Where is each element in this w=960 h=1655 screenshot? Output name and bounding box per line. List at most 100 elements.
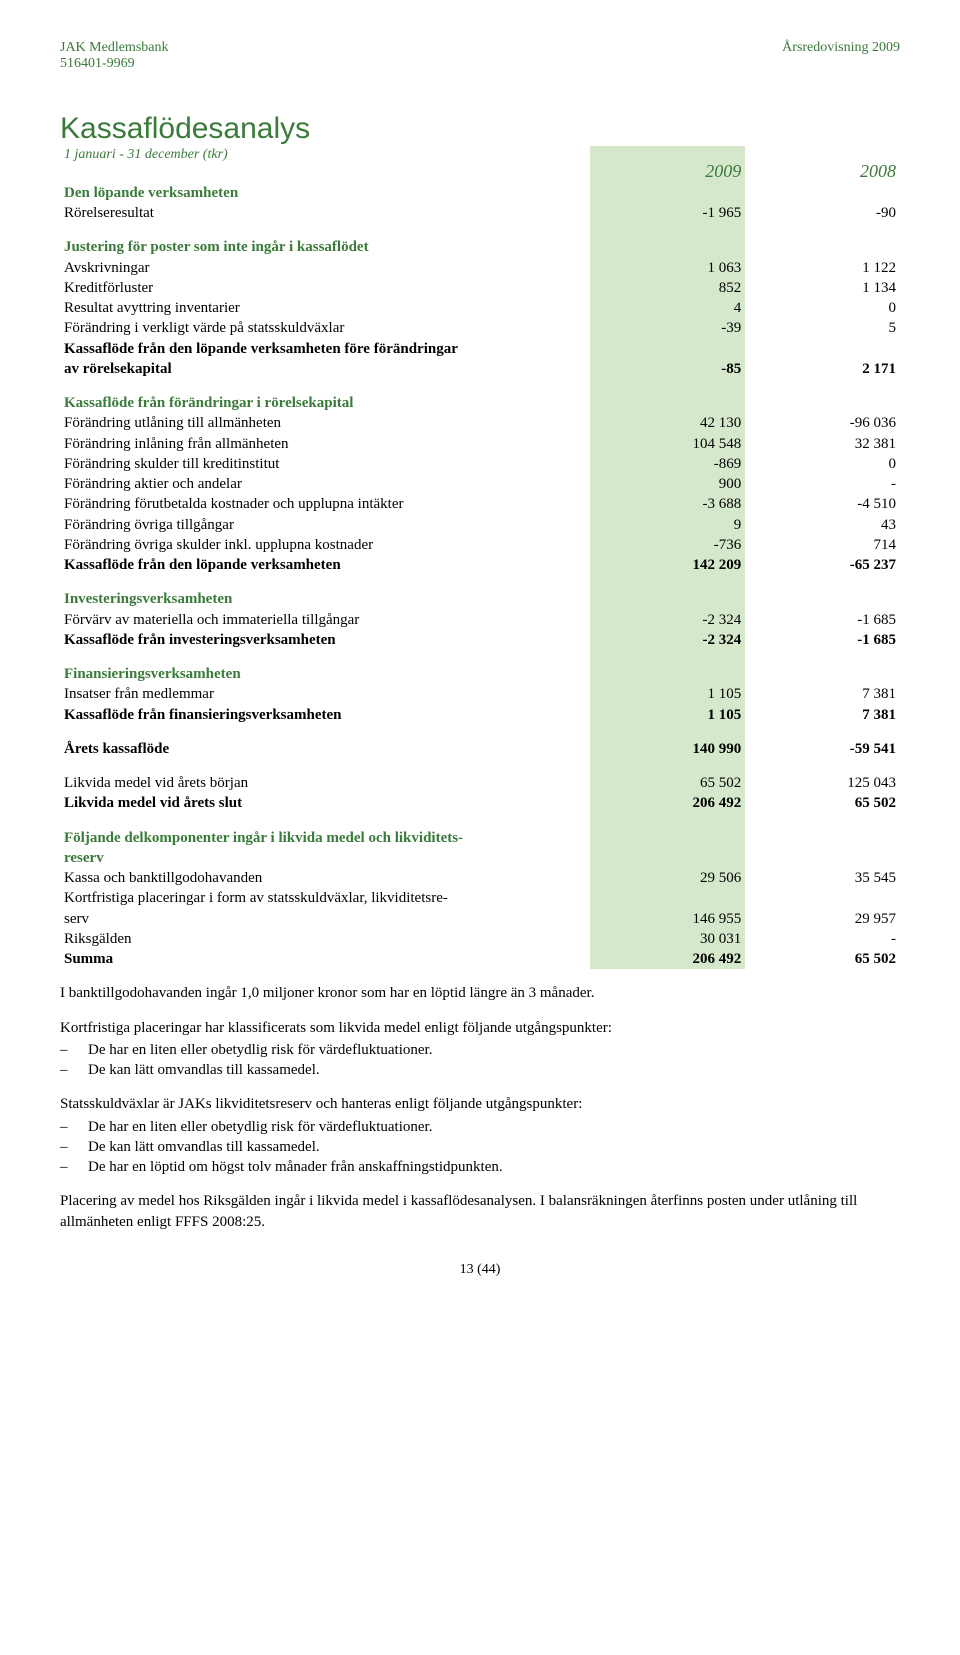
row-value: -3 688 — [590, 494, 745, 514]
cashflow-table: 1 januari - 31 december (tkr) 2009 2008 … — [60, 146, 900, 969]
list-item: De har en liten eller obetydlig risk för… — [60, 1117, 900, 1137]
row-value: 0 — [745, 298, 900, 318]
page-title: Kassaflödesanalys — [60, 112, 900, 146]
table-row: Summa206 49265 502 — [60, 949, 900, 969]
note-paragraph: Statsskuldväxlar är JAKs likviditetsrese… — [60, 1094, 900, 1114]
section-heading: Finansieringsverksamheten — [60, 664, 590, 684]
row-label: Kassa och banktillgodohavanden — [60, 868, 590, 888]
row-value: 29 506 — [590, 868, 745, 888]
list-item: De har en löptid om högst tolv månader f… — [60, 1157, 900, 1177]
row-label: Likvida medel vid årets slut — [60, 793, 590, 813]
table-row: Förändring aktier och andelar900- — [60, 474, 900, 494]
row-value: 104 548 — [590, 434, 745, 454]
table-row: Likvida medel vid årets början65 502125 … — [60, 773, 900, 793]
row-label: Insatser från medlemmar — [60, 684, 590, 704]
table-row: serv146 95529 957 — [60, 909, 900, 929]
row-value: -39 — [590, 318, 745, 338]
table-row: Förändring skulder till kreditinstitut-8… — [60, 454, 900, 474]
row-value: 29 957 — [745, 909, 900, 929]
table-row: Förändring övriga skulder inkl. upplupna… — [60, 535, 900, 555]
row-value: -1 965 — [590, 203, 745, 223]
row-value: 146 955 — [590, 909, 745, 929]
row-label: Förändring skulder till kreditinstitut — [60, 454, 590, 474]
row-value: 65 502 — [745, 793, 900, 813]
row-value: -90 — [745, 203, 900, 223]
row-value: 30 031 — [590, 929, 745, 949]
row-value: 1 122 — [745, 258, 900, 278]
table-row: Rörelseresultat-1 965-90 — [60, 203, 900, 223]
row-value: 1 105 — [590, 705, 745, 725]
table-row: Kassaflöde från den löpande verksamheten… — [60, 555, 900, 575]
table-row: Resultat avyttring inventarier40 — [60, 298, 900, 318]
row-value: 42 130 — [590, 413, 745, 433]
row-value: 125 043 — [745, 773, 900, 793]
row-label: Kassaflöde från den löpande verksamheten — [60, 555, 590, 575]
table-row: Insatser från medlemmar1 1057 381 — [60, 684, 900, 704]
table-row: Förändring inlåning från allmänheten104 … — [60, 434, 900, 454]
table-row: Avskrivningar1 0631 122 — [60, 258, 900, 278]
row-value: 1 134 — [745, 278, 900, 298]
row-value: -1 685 — [745, 630, 900, 650]
org-number: 516401-9969 — [60, 56, 169, 72]
row-value: 9 — [590, 515, 745, 535]
row-value: -736 — [590, 535, 745, 555]
section-heading: Investeringsverksamheten — [60, 589, 590, 609]
row-label: Kassaflöde från finansieringsverksamhete… — [60, 705, 590, 725]
row-label: Förändring aktier och andelar — [60, 474, 590, 494]
row-label: av rörelsekapital — [60, 359, 590, 379]
row-label: Förändring förutbetalda kostnader och up… — [60, 494, 590, 514]
row-label: Förändring inlåning från allmänheten — [60, 434, 590, 454]
note-paragraph: Kortfristiga placeringar har klassificer… — [60, 1018, 900, 1038]
table-row: Likvida medel vid årets slut206 49265 50… — [60, 793, 900, 813]
row-value: -1 685 — [745, 610, 900, 630]
header-left: JAK Medlemsbank 516401-9969 — [60, 40, 169, 72]
company-name: JAK Medlemsbank — [60, 40, 169, 56]
row-label: Kassaflöde från investeringsverksamheten — [60, 630, 590, 650]
row-value: 5 — [745, 318, 900, 338]
bullet-list: De har en liten eller obetydlig risk för… — [60, 1117, 900, 1178]
row-value: 0 — [745, 454, 900, 474]
year-2009: 2009 — [590, 146, 745, 183]
row-value: -96 036 — [745, 413, 900, 433]
row-value: - — [745, 474, 900, 494]
row-label: Riksgälden — [60, 929, 590, 949]
table-row: Förändring förutbetalda kostnader och up… — [60, 494, 900, 514]
row-value: 7 381 — [745, 684, 900, 704]
row-value: 65 502 — [590, 773, 745, 793]
subtitle: 1 januari - 31 december (tkr) — [64, 146, 586, 165]
row-value: - — [745, 929, 900, 949]
note-paragraph: Placering av medel hos Riksgälden ingår … — [60, 1191, 900, 1232]
table-row: Kassaflöde från investeringsverksamheten… — [60, 630, 900, 650]
row-value: 65 502 — [745, 949, 900, 969]
section-heading: Den löpande verksamheten — [60, 183, 590, 203]
section-heading: reserv — [60, 848, 590, 868]
row-label: Avskrivningar — [60, 258, 590, 278]
row-label: Kassaflöde från den löpande verksamheten… — [60, 339, 590, 359]
year-2008: 2008 — [745, 146, 900, 183]
page-header: JAK Medlemsbank 516401-9969 Årsredovisni… — [60, 40, 900, 72]
row-value: 206 492 — [590, 949, 745, 969]
row-value: -869 — [590, 454, 745, 474]
row-value: 2 171 — [745, 359, 900, 379]
row-label: Rörelseresultat — [60, 203, 590, 223]
list-item: De har en liten eller obetydlig risk för… — [60, 1040, 900, 1060]
row-value: 140 990 — [590, 739, 745, 759]
report-name: Årsredovisning 2009 — [782, 40, 900, 72]
row-label: Förvärv av materiella och immateriella t… — [60, 610, 590, 630]
row-value: 7 381 — [745, 705, 900, 725]
row-value: 714 — [745, 535, 900, 555]
row-label: Förändring övriga tillgångar — [60, 515, 590, 535]
row-label: Förändring övriga skulder inkl. upplupna… — [60, 535, 590, 555]
row-label: Årets kassaflöde — [60, 739, 590, 759]
row-value: 206 492 — [590, 793, 745, 813]
row-value: 35 545 — [745, 868, 900, 888]
row-label: Förändring utlåning till allmänheten — [60, 413, 590, 433]
table-row: Kassaflöde från finansieringsverksamhete… — [60, 705, 900, 725]
row-label: Summa — [60, 949, 590, 969]
table-row: Förändring utlåning till allmänheten42 1… — [60, 413, 900, 433]
row-label: Kortfristiga placeringar i form av stats… — [60, 888, 590, 908]
table-row: av rörelsekapital-852 171 — [60, 359, 900, 379]
table-row: Kassa och banktillgodohavanden29 50635 5… — [60, 868, 900, 888]
row-label: Resultat avyttring inventarier — [60, 298, 590, 318]
table-row: Riksgälden30 031- — [60, 929, 900, 949]
